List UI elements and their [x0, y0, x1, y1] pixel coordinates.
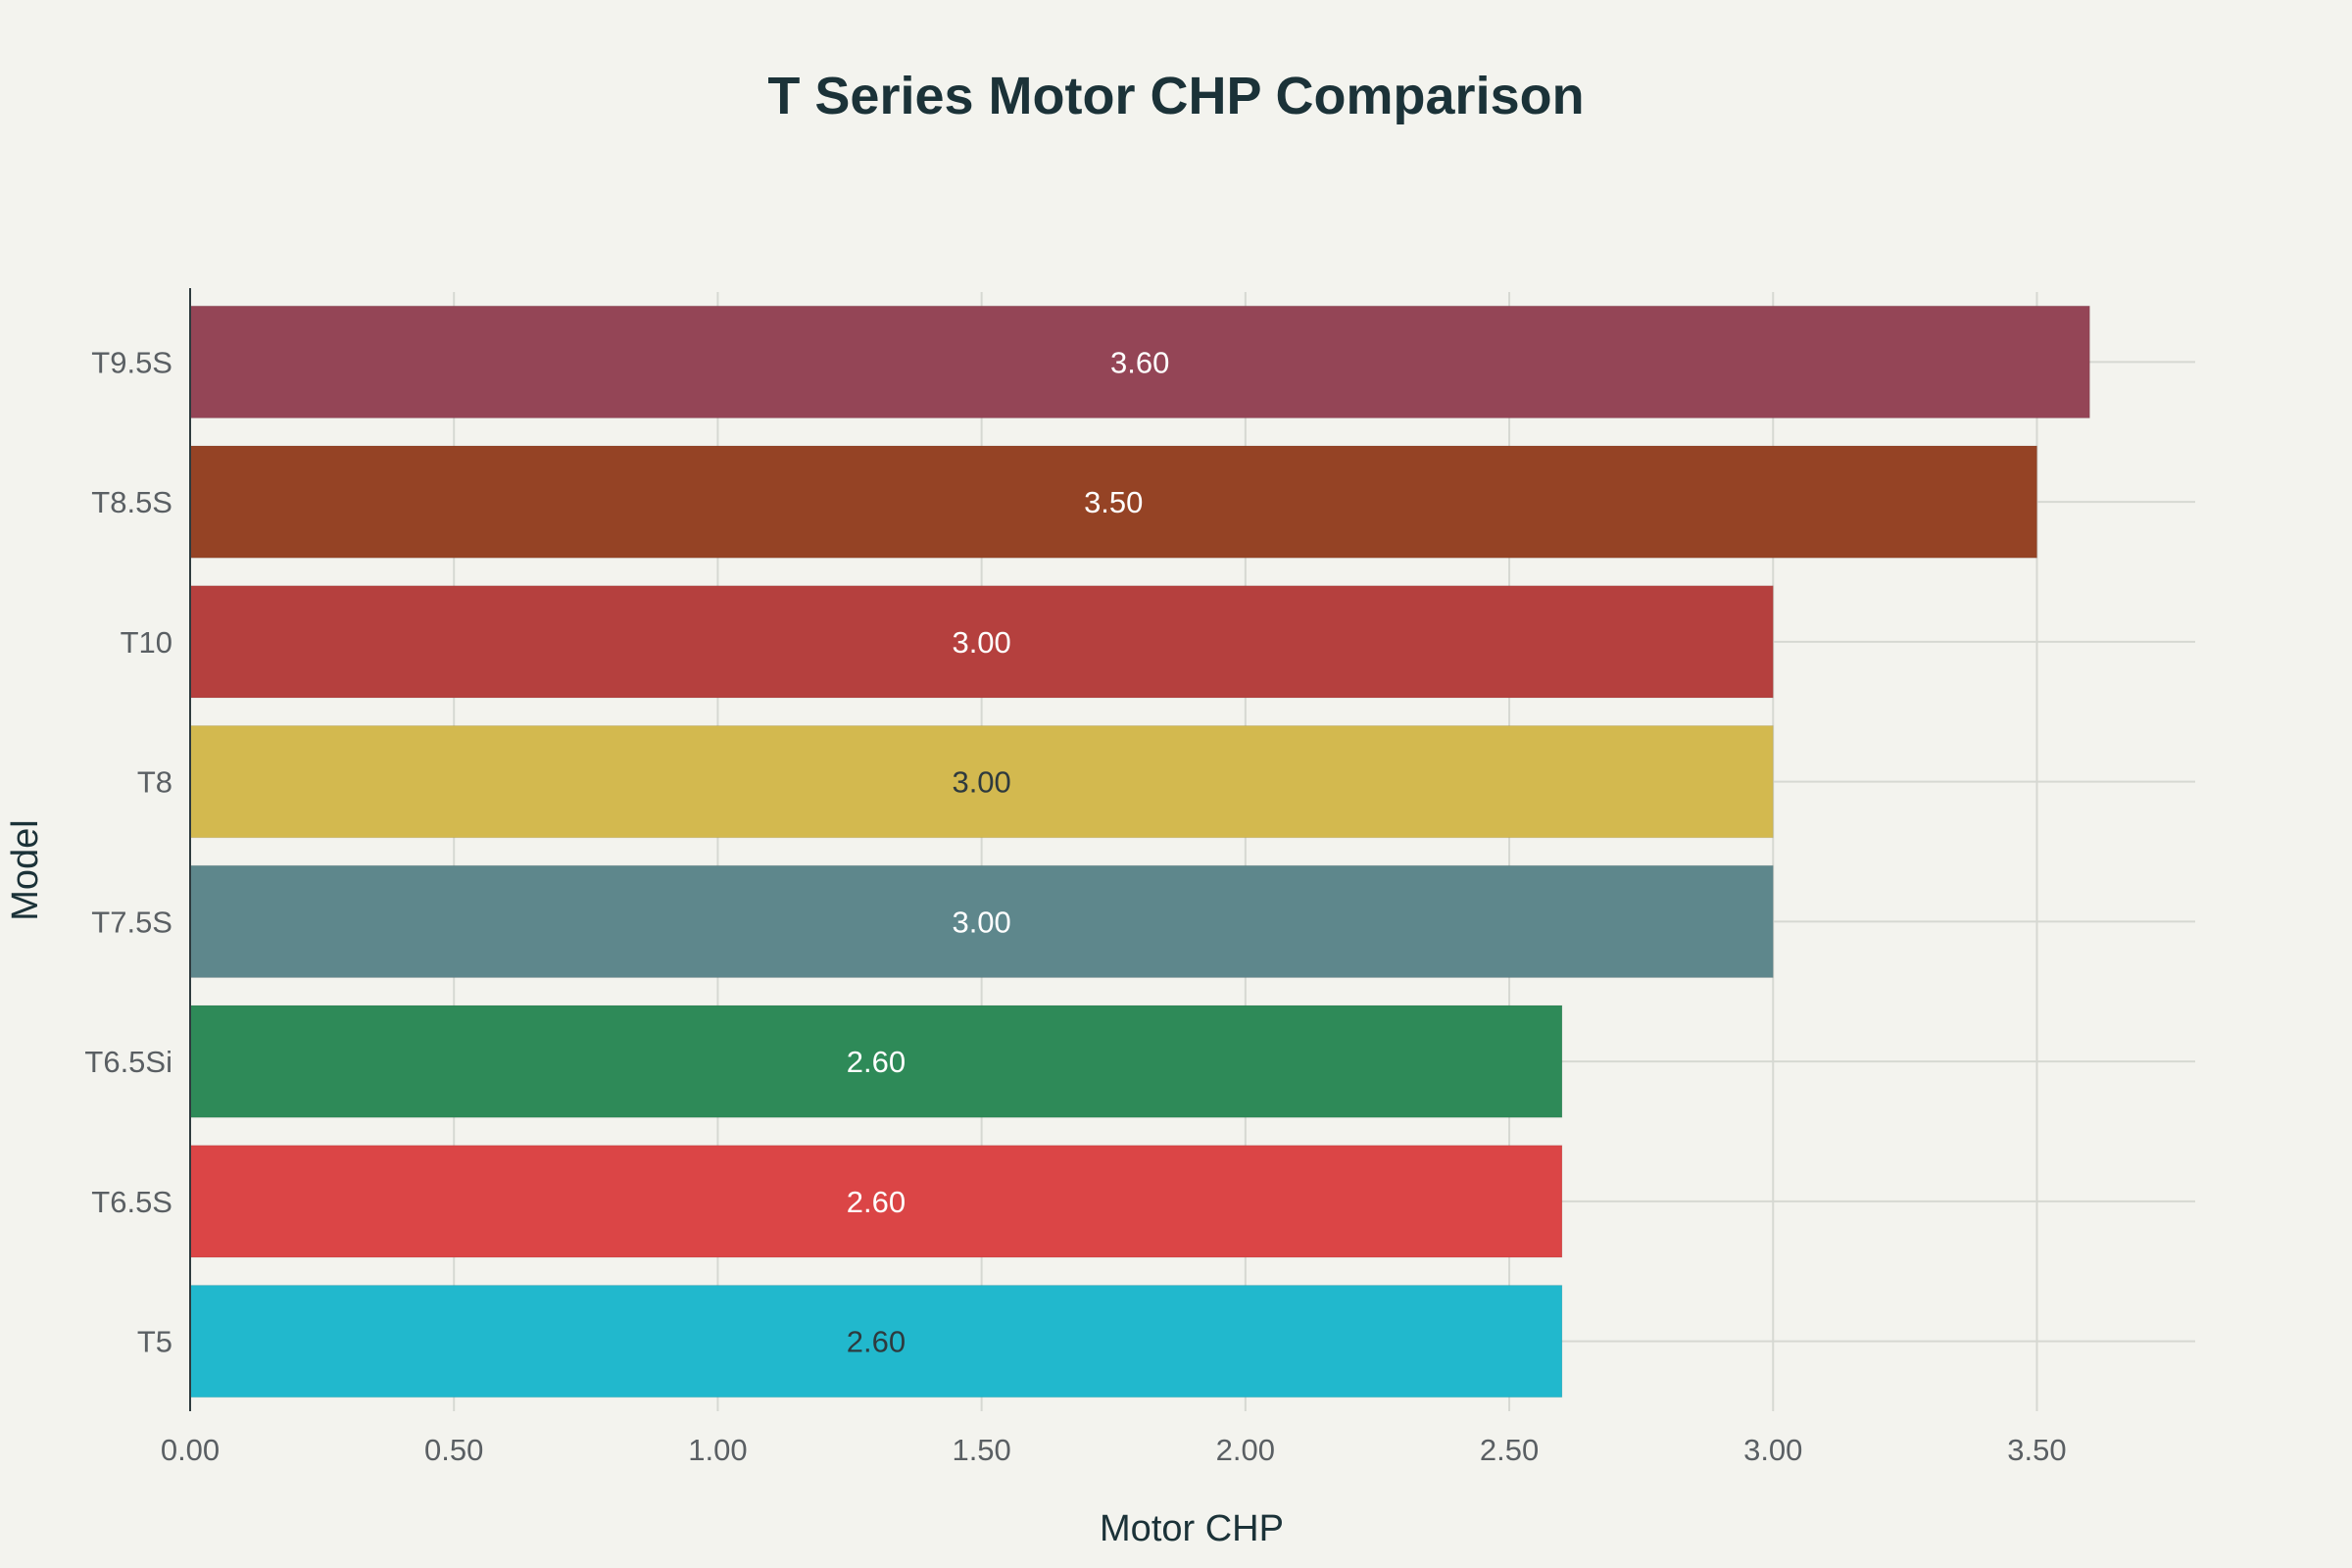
x-axis-title: Motor CHP — [1100, 1508, 1284, 1549]
bar — [189, 445, 2037, 559]
y-tick-label: T8.5S — [91, 485, 172, 519]
bars — [189, 305, 2090, 1398]
data-labels: 2.60 2.60 2.60 3.00 3.00 3.00 3.50 3.60 — [847, 345, 1170, 1358]
x-tick-label: 1.00 — [688, 1433, 747, 1467]
y-tick-label: T6.5S — [91, 1185, 172, 1219]
data-label: 3.00 — [952, 765, 1010, 800]
data-label: 3.50 — [1084, 485, 1143, 519]
y-tick-label: T8 — [137, 765, 172, 800]
bar — [189, 1285, 1563, 1398]
x-tick-label: 2.50 — [1480, 1433, 1539, 1467]
data-label: 2.60 — [847, 1045, 906, 1079]
bar — [189, 305, 2090, 418]
y-axis-title: Model — [5, 819, 46, 921]
y-axis-ticks: T5 T6.5S T6.5Si T7.5S T8 T10 T8.5S T9.5S — [84, 345, 172, 1358]
x-tick-label: 2.00 — [1216, 1433, 1275, 1467]
data-label: 2.60 — [847, 1185, 906, 1219]
y-tick-label: T10 — [121, 625, 172, 660]
y-tick-label: T7.5S — [91, 905, 172, 939]
data-label: 3.00 — [952, 905, 1010, 939]
x-tick-label: 0.50 — [424, 1433, 483, 1467]
chart-title: T Series Motor CHP Comparison — [767, 67, 1584, 125]
x-tick-label: 3.00 — [1743, 1433, 1802, 1467]
bar — [189, 864, 1774, 978]
data-label: 3.00 — [952, 625, 1010, 660]
data-label: 2.60 — [847, 1325, 906, 1359]
x-axis-ticks: 0.00 0.50 1.00 1.50 2.00 2.50 3.00 3.50 — [161, 1433, 2067, 1467]
bar — [189, 1145, 1563, 1258]
bar — [189, 1004, 1563, 1118]
x-tick-label: 0.00 — [161, 1433, 220, 1467]
data-label: 3.60 — [1110, 345, 1169, 379]
x-tick-label: 1.50 — [952, 1433, 1010, 1467]
x-tick-label: 3.50 — [2007, 1433, 2066, 1467]
bar — [189, 585, 1774, 699]
y-tick-label: T9.5S — [91, 345, 172, 379]
y-tick-label: T5 — [137, 1325, 172, 1359]
bar — [189, 725, 1774, 839]
y-tick-label: T6.5Si — [84, 1045, 172, 1079]
